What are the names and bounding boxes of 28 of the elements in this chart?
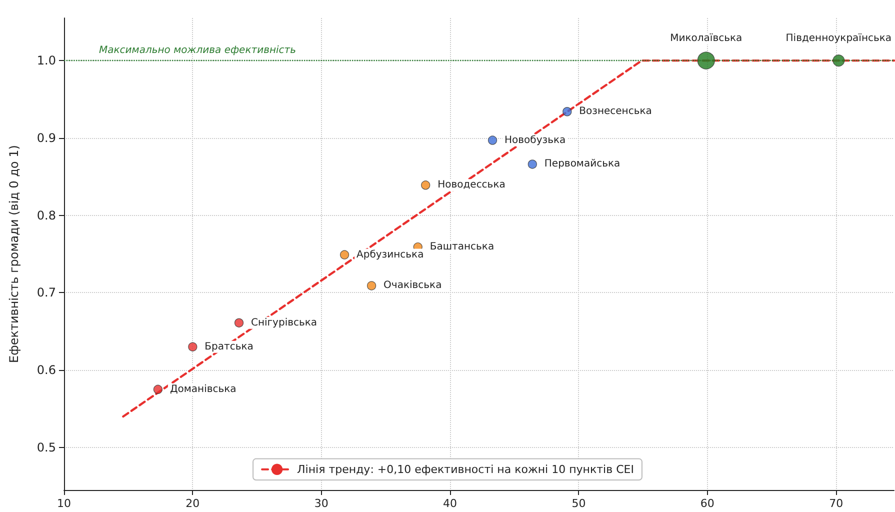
y-tick-label: 0.7 bbox=[36, 286, 56, 300]
legend-label: Лінія тренду: +0,10 ефективності на кожні 10 пунктів CEI bbox=[297, 462, 634, 476]
annotation: Новодесська bbox=[438, 180, 506, 191]
x-tick-label: 30 bbox=[314, 497, 328, 510]
y-axis-title: Ефективність громади (від 0 до 1) bbox=[7, 145, 21, 363]
annotation: Очаківська bbox=[384, 280, 442, 292]
annotation: Арбузинська bbox=[356, 249, 424, 260]
x-tick-label: 50 bbox=[572, 497, 586, 510]
y-tick-label: 0.8 bbox=[36, 208, 56, 222]
annotation: Миколаївська bbox=[670, 33, 742, 44]
ref-line-label: Максимально можлива ефективність bbox=[99, 45, 296, 56]
y-tick-label: 0.5 bbox=[36, 440, 56, 454]
x-tick-label: 20 bbox=[186, 497, 200, 510]
x-tick-label: 60 bbox=[700, 497, 714, 510]
annotation: Вознесенська bbox=[579, 106, 652, 118]
y-tick-label: 1.0 bbox=[36, 54, 56, 68]
annotation: Новобузька bbox=[504, 134, 566, 146]
annotation: Баштанська bbox=[430, 242, 494, 253]
y-tick-label: 0.9 bbox=[36, 130, 56, 145]
x-tick-label: 40 bbox=[443, 497, 458, 510]
annotation: Снігурівська bbox=[251, 317, 318, 328]
y-tick-label: 0.6 bbox=[36, 363, 56, 378]
annotation: Первомайська bbox=[544, 158, 620, 170]
annotation: Братська bbox=[204, 341, 254, 352]
x-tick-label: 70 bbox=[829, 497, 844, 510]
annotation: Доманівська bbox=[170, 384, 236, 395]
annotation: Південноукраїнська bbox=[786, 33, 892, 44]
x-tick-label: 10 bbox=[57, 497, 71, 510]
